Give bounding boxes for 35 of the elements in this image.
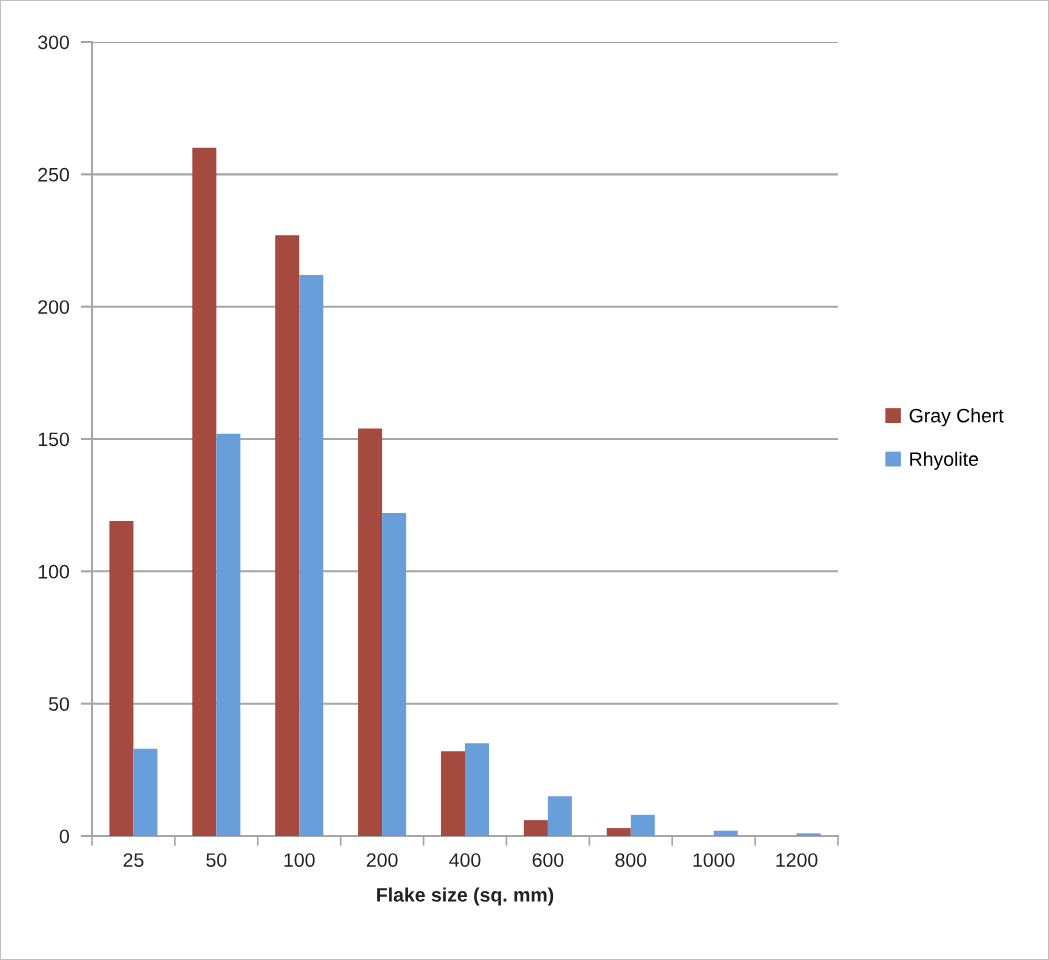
x-tick-label: 800 [615, 853, 647, 867]
x-tick-label: 50 [206, 853, 227, 867]
x-tick-label: 100 [284, 853, 315, 867]
bar [523, 820, 548, 836]
bar [796, 833, 821, 836]
legend-label: Rhyolite [910, 451, 979, 470]
x-tick-label: 600 [532, 853, 564, 867]
bar [133, 748, 158, 836]
y-tick-label: 0 [59, 829, 70, 844]
y-tick-label: 250 [38, 167, 70, 182]
bar [358, 428, 383, 836]
x-tick-label: 1000 [693, 853, 735, 867]
bar [713, 830, 738, 836]
x-axis-title: Flake size (sq. mm) [377, 887, 554, 906]
bar [192, 147, 217, 836]
y-tick-label: 300 [38, 35, 70, 50]
x-tick-label: 25 [123, 853, 144, 867]
bar [275, 235, 300, 836]
legend-label: Gray Chert [909, 408, 1004, 427]
bar [299, 274, 324, 836]
y-tick-label: 200 [38, 300, 70, 314]
bar [547, 796, 572, 836]
x-tick-label: 400 [449, 853, 481, 867]
bar [109, 521, 134, 836]
bar [606, 828, 631, 836]
bar [440, 751, 465, 836]
y-tick-label: 50 [48, 697, 70, 711]
bar [465, 743, 490, 836]
bar [630, 814, 655, 836]
x-tick-label: 1200 [776, 853, 818, 867]
y-tick-label: 150 [38, 432, 70, 447]
y-tick-label: 100 [38, 564, 70, 579]
x-tick-label: 200 [366, 853, 398, 867]
bar [216, 433, 241, 836]
bar [382, 513, 407, 836]
